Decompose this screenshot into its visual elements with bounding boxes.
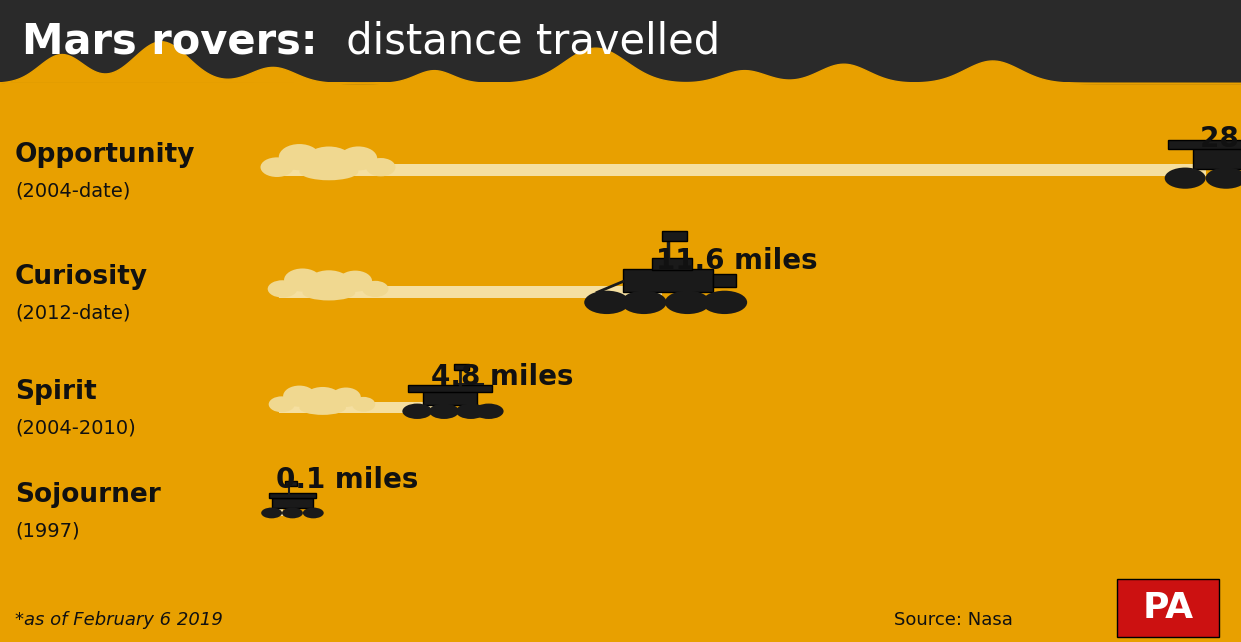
Circle shape [402,404,432,419]
Ellipse shape [268,396,295,412]
Text: Opportunity: Opportunity [15,142,195,168]
Ellipse shape [340,146,377,171]
Text: *as of February 6 2019: *as of February 6 2019 [15,611,223,629]
Ellipse shape [261,157,293,177]
FancyBboxPatch shape [279,402,438,413]
Ellipse shape [279,144,320,170]
Ellipse shape [299,163,359,180]
FancyBboxPatch shape [714,274,736,288]
Text: 11.6 miles: 11.6 miles [655,247,818,275]
FancyBboxPatch shape [268,493,316,498]
Text: 28.1 miles*: 28.1 miles* [1200,125,1241,153]
FancyBboxPatch shape [279,286,661,298]
Ellipse shape [307,270,351,297]
FancyBboxPatch shape [279,505,283,516]
Text: Spirit: Spirit [15,379,97,405]
Text: Source: Nasa: Source: Nasa [894,611,1013,629]
Ellipse shape [283,386,315,407]
FancyBboxPatch shape [652,258,692,270]
Ellipse shape [299,401,346,415]
Text: (2012-date): (2012-date) [15,303,130,322]
Ellipse shape [339,271,372,291]
Circle shape [282,508,303,518]
Ellipse shape [284,268,321,291]
FancyBboxPatch shape [272,498,313,508]
Ellipse shape [303,387,343,412]
Circle shape [1164,168,1205,189]
FancyBboxPatch shape [423,391,477,405]
Text: Curiosity: Curiosity [15,264,148,290]
Ellipse shape [303,285,355,300]
Ellipse shape [362,281,388,297]
Text: (2004-2010): (2004-2010) [15,419,135,438]
FancyBboxPatch shape [661,230,688,241]
FancyBboxPatch shape [285,482,297,486]
Ellipse shape [352,397,375,412]
Polygon shape [0,0,1241,83]
Circle shape [303,508,324,518]
Ellipse shape [331,388,361,407]
Text: distance travelled: distance travelled [333,21,720,63]
Ellipse shape [304,146,354,177]
Circle shape [702,291,747,314]
Circle shape [261,508,282,518]
Polygon shape [0,42,1241,83]
FancyBboxPatch shape [1168,140,1241,150]
Circle shape [455,404,485,419]
Ellipse shape [268,280,298,297]
Text: PA: PA [1142,591,1194,625]
Text: Mars rovers:: Mars rovers: [22,21,318,63]
Text: Sojourner: Sojourner [15,482,160,508]
FancyBboxPatch shape [1193,148,1241,169]
FancyBboxPatch shape [279,164,1206,176]
Circle shape [429,404,459,419]
Circle shape [622,291,666,314]
Circle shape [1205,168,1241,189]
FancyBboxPatch shape [454,363,469,370]
Circle shape [474,404,504,419]
Text: 0.1 miles: 0.1 miles [277,465,418,494]
Text: (2004-date): (2004-date) [15,181,130,200]
Circle shape [585,291,629,314]
Bar [0,83,1241,642]
FancyBboxPatch shape [1117,579,1219,637]
Circle shape [665,291,710,314]
FancyBboxPatch shape [623,269,714,292]
Ellipse shape [366,158,396,177]
Text: 4.8 miles: 4.8 miles [432,363,573,391]
FancyBboxPatch shape [408,385,491,392]
Text: (1997): (1997) [15,521,79,541]
Bar [0,0,1241,83]
